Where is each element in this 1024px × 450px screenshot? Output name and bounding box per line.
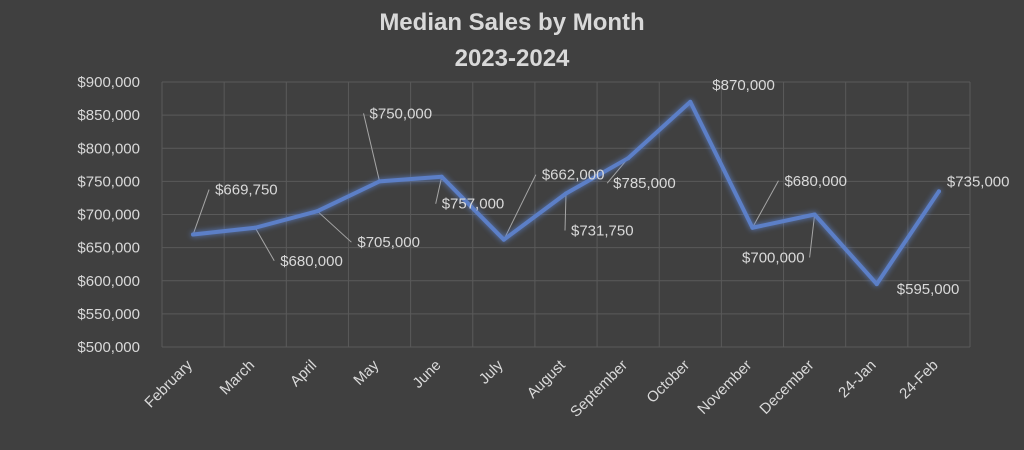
data-label: $595,000	[897, 281, 960, 298]
data-point	[501, 237, 506, 242]
data-label: $680,000	[784, 173, 847, 190]
y-tick-label: $550,000	[77, 306, 140, 323]
data-label: $731,750	[571, 222, 634, 239]
y-tick-label: $600,000	[77, 273, 140, 290]
data-point	[874, 282, 879, 287]
data-point	[377, 179, 382, 184]
data-point	[253, 225, 258, 230]
data-point	[191, 232, 196, 237]
data-label: $757,000	[442, 196, 505, 213]
leader-line	[192, 189, 210, 235]
data-point	[936, 189, 941, 194]
data-point	[439, 174, 444, 179]
data-point	[626, 156, 631, 161]
y-tick-label: $750,000	[77, 173, 140, 190]
leader-line	[363, 113, 381, 182]
data-label: $785,000	[613, 175, 676, 192]
chart-title: Median Sales by Month	[379, 9, 644, 36]
leader-line	[254, 227, 275, 261]
data-label: $735,000	[947, 173, 1010, 190]
y-tick-label: $700,000	[77, 207, 140, 224]
y-axis-ticks: $500,000 $550,000 $600,000 $650,000 $700,000…	[77, 74, 140, 356]
leader-line	[564, 193, 567, 231]
grid-lines	[161, 81, 971, 348]
leader-line	[503, 174, 537, 240]
y-tick-label: $500,000	[77, 339, 140, 356]
data-point	[750, 225, 755, 230]
y-tick-label: $900,000	[77, 74, 140, 91]
series-line-group	[191, 99, 941, 287]
data-label: $700,000	[742, 250, 805, 267]
data-point	[812, 212, 817, 217]
leader-line	[752, 180, 779, 228]
data-label: $870,000	[712, 77, 775, 94]
leader-line	[435, 176, 443, 204]
data-label: $669,750	[215, 182, 278, 199]
data-label: $750,000	[370, 105, 433, 122]
data-point	[315, 209, 320, 214]
data-label: $662,000	[542, 167, 605, 184]
y-tick-label: $800,000	[77, 140, 140, 157]
data-point	[564, 191, 568, 196]
y-tick-label: $850,000	[77, 107, 140, 124]
leader-line	[317, 210, 352, 243]
data-labels: $669,750 $680,000 $705,000 $750,000 $757,000…	[215, 77, 1009, 298]
y-tick-label: $650,000	[77, 240, 140, 257]
data-point	[688, 99, 693, 104]
leader-line	[809, 214, 816, 258]
data-label: $680,000	[280, 253, 343, 270]
data-label: $705,000	[357, 234, 420, 251]
chart-subtitle: 2023-2024	[455, 45, 570, 72]
